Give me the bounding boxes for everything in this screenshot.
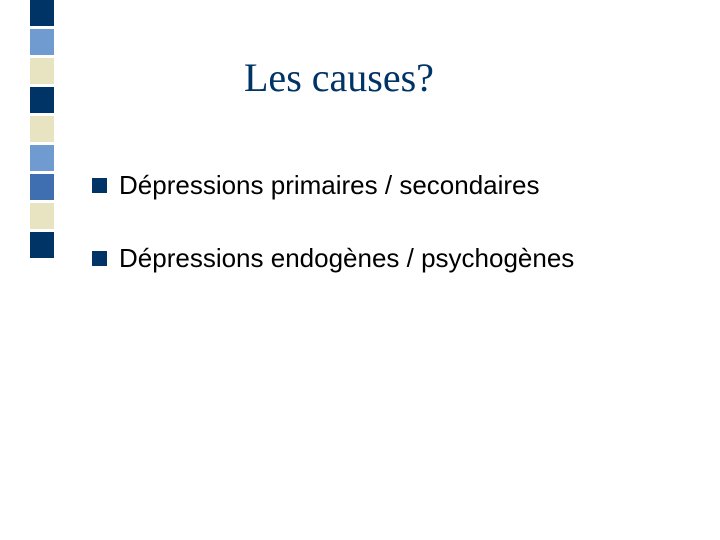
square-bullet-icon (92, 251, 107, 266)
decoration-block (30, 145, 54, 171)
decoration-block (30, 232, 54, 258)
decoration-block (30, 0, 54, 26)
list-item: Dépressions endogènes / psychogènes (92, 243, 692, 274)
list-item: Dépressions primaires / secondaires (92, 170, 692, 201)
decoration-block (30, 203, 54, 229)
slide-title: Les causes? (244, 54, 434, 101)
side-decoration (0, 0, 54, 540)
decoration-block (30, 58, 54, 84)
list-item-text: Dépressions primaires / secondaires (119, 170, 540, 201)
square-bullet-icon (92, 178, 107, 193)
decoration-block (30, 174, 54, 200)
bullet-list: Dépressions primaires / secondaires Dépre… (92, 170, 692, 316)
decoration-block (30, 29, 54, 55)
decoration-block (30, 87, 54, 113)
decoration-block (30, 116, 54, 142)
list-item-text: Dépressions endogènes / psychogènes (119, 243, 574, 274)
